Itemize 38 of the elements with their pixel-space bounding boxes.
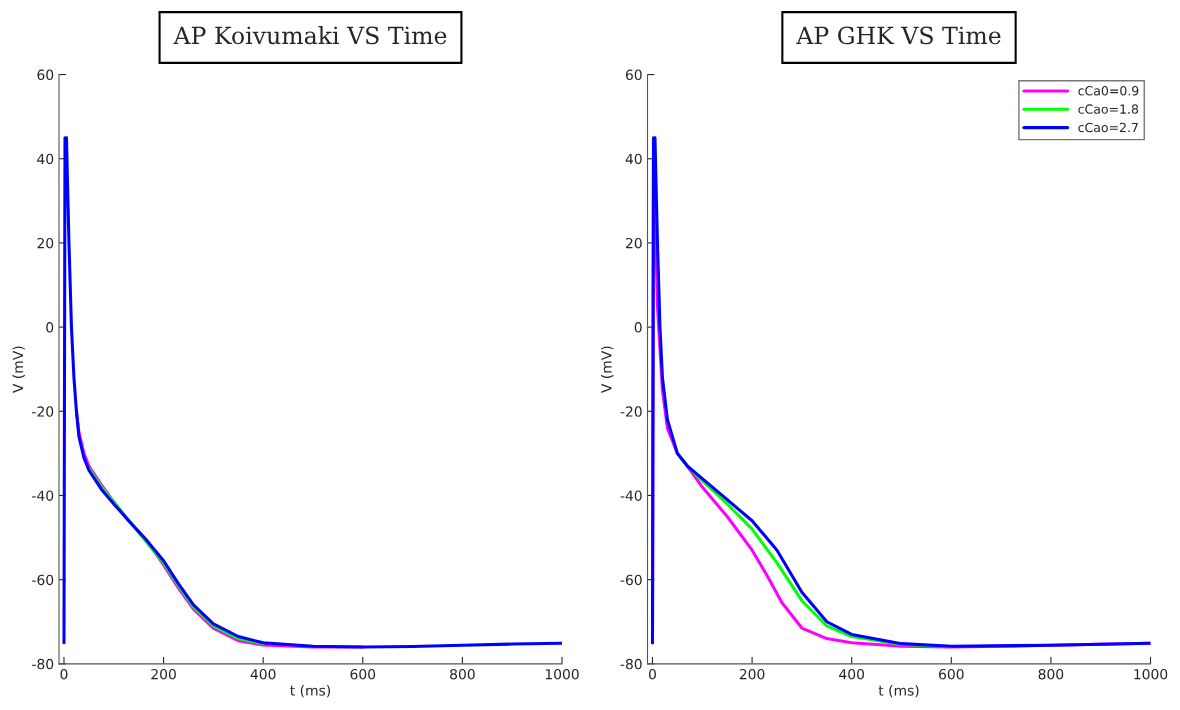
chart-title: AP Koivumaki VS Time (173, 26, 447, 45)
x-axis-title: t (ms) (290, 684, 331, 698)
y-tick-label: 40 (37, 153, 54, 165)
x-tick-label: 1000 (1134, 668, 1168, 680)
legend-label: cCao=2.7 (1078, 122, 1138, 133)
y-tick-label: 0 (46, 322, 54, 333)
x-tick-label: 1000 (545, 668, 579, 680)
y-tick-label: -60 (32, 574, 54, 586)
y-tick-label: -40 (620, 490, 642, 501)
x-tick-label: 0 (60, 668, 68, 680)
x-tick-label: 0 (648, 668, 656, 680)
y-tick-label: 60 (37, 69, 54, 81)
legend-label: cCa0=0.9 (1078, 86, 1139, 96)
y-tick-label: -80 (32, 658, 54, 670)
y-tick-label: 0 (634, 322, 642, 333)
y-tick-label: 40 (625, 153, 642, 165)
line-series (62, 136, 562, 649)
y-tick-label: -20 (32, 406, 54, 417)
y-tick-label: 60 (625, 69, 642, 81)
x-tick-label: 200 (151, 668, 176, 680)
y-axis-title: V (mV) (600, 346, 614, 393)
legend-label: cCao=1.8 (1078, 104, 1139, 114)
y-tick-label: -20 (620, 406, 642, 417)
x-tick-label: 400 (839, 668, 865, 680)
x-tick-label: 600 (350, 668, 376, 680)
x-tick-label: 800 (1038, 668, 1064, 680)
x-tick-label: 400 (250, 668, 276, 680)
y-tick-label: -80 (620, 658, 642, 670)
y-tick-label: 20 (37, 237, 54, 249)
y-axis-title: V (mV) (12, 346, 25, 393)
x-axis-title: t (ms) (878, 684, 919, 698)
y-tick-label: -60 (620, 574, 642, 586)
y-tick-label: 20 (625, 237, 642, 249)
chart-title: AP GHK VS Time (796, 26, 1001, 45)
x-tick-label: 200 (739, 668, 765, 680)
x-tick-label: 600 (939, 668, 964, 680)
y-tick-label: -40 (32, 490, 54, 501)
x-tick-label: 800 (450, 668, 475, 680)
